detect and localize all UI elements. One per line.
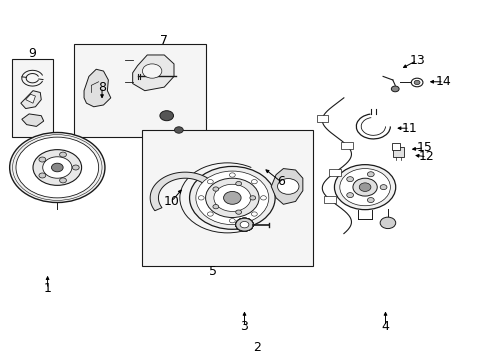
Circle shape [235, 181, 241, 186]
Circle shape [235, 218, 253, 231]
Text: 2: 2 [252, 341, 260, 354]
Text: 1: 1 [43, 283, 51, 296]
Circle shape [213, 184, 250, 211]
Circle shape [390, 86, 398, 92]
Polygon shape [340, 142, 352, 149]
Circle shape [359, 183, 370, 192]
Circle shape [235, 218, 253, 231]
Circle shape [189, 166, 275, 229]
Polygon shape [271, 168, 302, 204]
Circle shape [235, 218, 253, 231]
Circle shape [366, 198, 373, 203]
Polygon shape [84, 69, 111, 107]
Circle shape [235, 210, 241, 214]
Circle shape [212, 204, 218, 209]
Circle shape [334, 165, 395, 210]
Text: 15: 15 [416, 141, 431, 154]
Circle shape [42, 157, 72, 178]
Text: 6: 6 [277, 175, 285, 188]
Text: 12: 12 [418, 150, 434, 163]
Polygon shape [316, 114, 328, 122]
Circle shape [379, 217, 395, 229]
Polygon shape [21, 91, 41, 109]
Bar [391, 143, 399, 150]
Text: 7: 7 [160, 34, 168, 47]
Circle shape [346, 193, 353, 198]
Text: 8: 8 [98, 81, 106, 94]
Circle shape [207, 180, 213, 184]
Circle shape [339, 168, 389, 206]
Circle shape [51, 163, 63, 172]
Polygon shape [328, 169, 340, 176]
Circle shape [366, 172, 373, 177]
Circle shape [277, 179, 298, 194]
Circle shape [249, 196, 255, 200]
Circle shape [72, 165, 79, 170]
Circle shape [352, 178, 376, 196]
Circle shape [235, 218, 253, 231]
Bar [392, 147, 403, 157]
Circle shape [235, 218, 253, 231]
Circle shape [229, 173, 235, 177]
Circle shape [160, 111, 173, 121]
Circle shape [39, 157, 46, 162]
Circle shape [60, 178, 66, 183]
Circle shape [198, 196, 203, 200]
Circle shape [205, 178, 259, 217]
Circle shape [212, 187, 218, 191]
Circle shape [39, 173, 46, 178]
Text: 13: 13 [408, 54, 424, 67]
Text: 4: 4 [381, 320, 388, 333]
Text: 5: 5 [208, 265, 217, 278]
Circle shape [251, 180, 257, 184]
Circle shape [260, 196, 266, 200]
Circle shape [235, 218, 253, 231]
Circle shape [174, 127, 183, 133]
Circle shape [379, 185, 386, 190]
Polygon shape [132, 55, 174, 91]
Circle shape [223, 192, 241, 204]
Text: 3: 3 [240, 320, 248, 333]
Circle shape [33, 150, 81, 185]
Circle shape [410, 78, 422, 87]
Circle shape [413, 80, 419, 85]
Polygon shape [22, 114, 43, 126]
Bar [74, 44, 205, 137]
Text: 11: 11 [401, 122, 417, 135]
Circle shape [196, 171, 268, 225]
Polygon shape [150, 172, 220, 211]
Circle shape [229, 219, 235, 223]
Bar [12, 59, 53, 137]
Circle shape [60, 152, 66, 157]
Text: 9: 9 [28, 47, 36, 60]
Bar [142, 130, 312, 266]
Circle shape [10, 132, 105, 203]
Circle shape [207, 212, 213, 216]
Polygon shape [26, 94, 35, 103]
Circle shape [142, 64, 162, 78]
Text: 14: 14 [435, 75, 451, 88]
Circle shape [251, 212, 257, 216]
Text: 10: 10 [163, 195, 179, 208]
Polygon shape [324, 196, 335, 203]
Circle shape [346, 177, 353, 182]
Circle shape [235, 218, 253, 231]
Circle shape [240, 221, 248, 228]
Circle shape [16, 137, 99, 198]
